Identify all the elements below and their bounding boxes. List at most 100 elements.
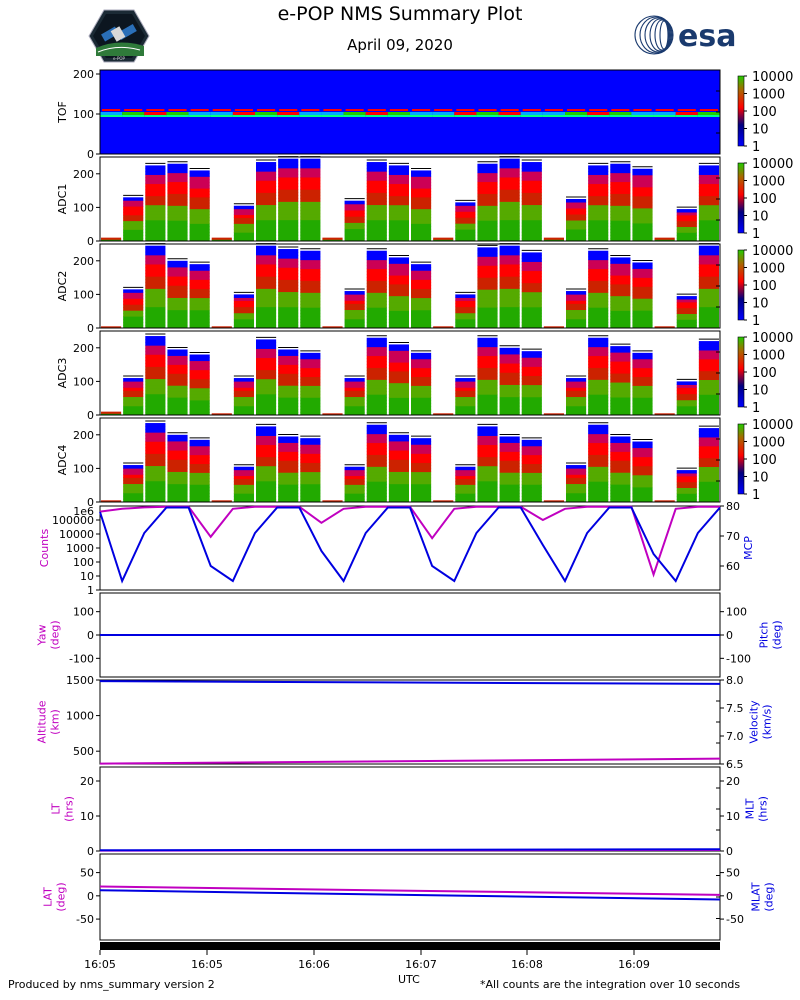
spectro-cell xyxy=(366,409,387,413)
spectro-cell xyxy=(278,439,299,443)
spectro-cell xyxy=(499,390,520,395)
spectro-cell xyxy=(698,251,719,256)
spectro-cell xyxy=(566,381,587,385)
spectro-cell xyxy=(521,234,542,239)
spectro-cell xyxy=(632,204,653,209)
tof-band-upper xyxy=(257,109,276,111)
spectro-cell xyxy=(344,469,365,474)
spectro-cell xyxy=(521,315,542,320)
tof-band-line xyxy=(321,115,344,117)
spectro-cell xyxy=(189,202,210,207)
spectro-cell xyxy=(256,387,277,392)
spectro-cell xyxy=(477,444,498,449)
spectro-column xyxy=(698,243,719,329)
epop-logo: e-POP xyxy=(88,8,150,64)
spectro-cell xyxy=(256,474,277,479)
spectro-cell xyxy=(499,279,520,283)
spectro-cell xyxy=(477,367,498,371)
tof-band-segment xyxy=(343,112,366,116)
spectro-cell xyxy=(455,490,476,494)
spectro-cell xyxy=(300,256,321,261)
spectro-cell xyxy=(300,355,321,360)
spectro-cell xyxy=(145,357,166,361)
spectro-cell xyxy=(300,280,321,284)
spectro-cell xyxy=(278,167,299,172)
y2-axis-label-line: MLAT xyxy=(750,882,763,912)
spectro-cell xyxy=(366,388,387,392)
spectro-cell xyxy=(698,285,719,289)
tof-band-line xyxy=(365,115,388,117)
spectro-cell xyxy=(632,382,653,386)
spectro-cell xyxy=(455,208,476,212)
spectro-cell xyxy=(278,490,299,494)
spectro-cell xyxy=(388,403,409,407)
spectro-cell xyxy=(145,237,166,242)
spectro-cell xyxy=(676,408,697,413)
spectro-cell xyxy=(477,253,498,257)
spectro-cell xyxy=(344,315,365,320)
plot-date: April 09, 2020 xyxy=(347,36,453,54)
spectro-cell xyxy=(433,500,454,502)
spectro-cell xyxy=(566,202,587,206)
spectro-cell xyxy=(145,174,166,178)
spectro-cell xyxy=(366,177,387,181)
colorbar-label: 10 xyxy=(752,471,769,486)
spectro-cell xyxy=(344,321,365,326)
spectro-cell xyxy=(698,367,719,372)
tof-band-line xyxy=(476,115,499,117)
spectro-cell xyxy=(521,207,542,212)
spectro-cell xyxy=(167,220,188,224)
spectro-cell xyxy=(411,453,432,457)
spectro-cell xyxy=(388,168,409,172)
spectro-cell xyxy=(610,275,631,279)
spectro-cell xyxy=(344,231,365,236)
spectro-cell xyxy=(388,462,409,466)
spectro-cell xyxy=(477,364,498,368)
spectro-cell xyxy=(566,411,587,416)
spectro-cell xyxy=(256,408,277,413)
spectro-cell xyxy=(256,260,277,265)
spectro-cell xyxy=(233,384,254,388)
spectro-cell xyxy=(278,161,299,166)
tof-band-segment xyxy=(166,112,189,116)
spectro-cell xyxy=(698,263,719,268)
spectro-cell xyxy=(632,262,653,266)
spectro-cell xyxy=(189,454,210,459)
spectro-column xyxy=(588,248,609,329)
spectro-cell xyxy=(145,492,166,497)
spectro-cell xyxy=(521,255,542,259)
spectro-cell xyxy=(300,444,321,448)
tof-band-line xyxy=(454,115,477,117)
y-tick-label: 20 xyxy=(80,775,94,788)
spectro-cell xyxy=(145,369,166,373)
spectro-cell xyxy=(300,486,321,491)
spectro-cell xyxy=(145,245,166,250)
spectro-cell xyxy=(566,205,587,209)
y-axis-label-line: LAT xyxy=(42,887,55,907)
spectro-cell xyxy=(366,259,387,264)
spectro-cell xyxy=(632,474,653,479)
spectro-cell xyxy=(588,237,609,242)
spectro-cell xyxy=(189,232,210,236)
tof-band-upper xyxy=(478,109,497,111)
spectro-cell xyxy=(256,263,277,268)
spectro-cell xyxy=(698,469,719,473)
spectro-cell xyxy=(278,285,299,290)
spectro-cell xyxy=(411,394,432,398)
spectro-cell xyxy=(455,408,476,413)
spectro-column xyxy=(632,166,653,242)
y-tick-label: 100 xyxy=(73,556,94,569)
spectro-cell xyxy=(477,289,498,293)
spectro-cell xyxy=(698,361,719,366)
spectro-cell xyxy=(278,249,299,253)
spectro-cell xyxy=(167,166,188,171)
spectro-cell xyxy=(632,174,653,179)
spectro-cell xyxy=(388,474,409,479)
spectro-cell xyxy=(455,205,476,209)
spectro-cell xyxy=(167,324,188,329)
spectro-cell xyxy=(300,210,321,215)
spectro-cell xyxy=(167,447,188,451)
spectro-cell xyxy=(698,463,719,468)
spectro-cell xyxy=(499,466,520,470)
